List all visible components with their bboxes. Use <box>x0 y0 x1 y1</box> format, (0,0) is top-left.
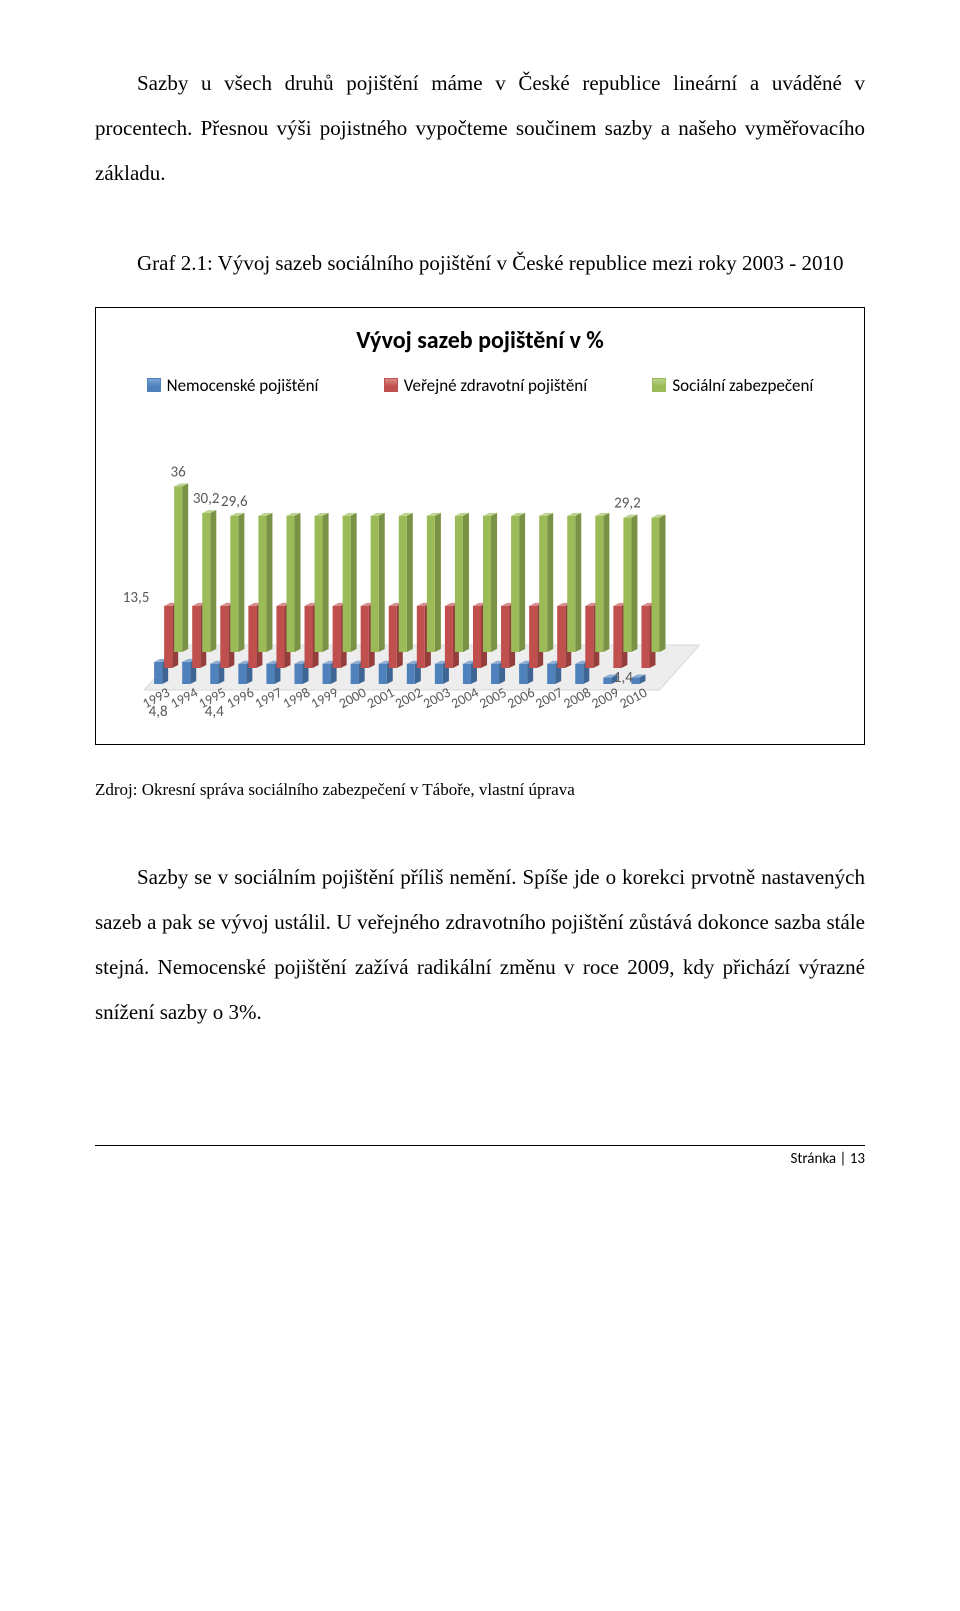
chart-body: 1993199419951996199719981999200020012002… <box>114 414 846 734</box>
chart-title: Vývoj sazeb pojištění v % <box>114 326 846 355</box>
legend-item: Veřejné zdravotní pojištění <box>384 375 587 396</box>
svg-text:30,2: 30,2 <box>193 490 220 508</box>
chart-source: Zdroj: Okresní správa sociálního zabezpe… <box>95 780 865 800</box>
svg-text:4,8: 4,8 <box>149 703 168 721</box>
chart-frame: Vývoj sazeb pojištění v % Nemocenské poj… <box>95 307 865 745</box>
svg-text:4,4: 4,4 <box>205 703 224 721</box>
svg-text:29,2: 29,2 <box>614 494 641 512</box>
chart-legend: Nemocenské pojištění Veřejné zdravotní po… <box>114 375 846 396</box>
legend-item: Nemocenské pojištění <box>147 375 319 396</box>
svg-text:13,5: 13,5 <box>123 588 150 606</box>
body-paragraph: Sazby se v sociálním pojištění příliš ne… <box>95 855 865 1036</box>
svg-text:29,6: 29,6 <box>221 492 248 510</box>
legend-item: Sociální zabezpečení <box>652 375 813 396</box>
page-footer: Stránka | 13 <box>95 1145 865 1168</box>
chart-caption: Graf 2.1: Vývoj sazeb sociálního pojiště… <box>95 241 865 286</box>
svg-text:36: 36 <box>171 463 187 481</box>
intro-paragraph: Sazby u všech druhů pojištění máme v Čes… <box>95 61 865 196</box>
svg-text:1,4: 1,4 <box>614 669 633 687</box>
